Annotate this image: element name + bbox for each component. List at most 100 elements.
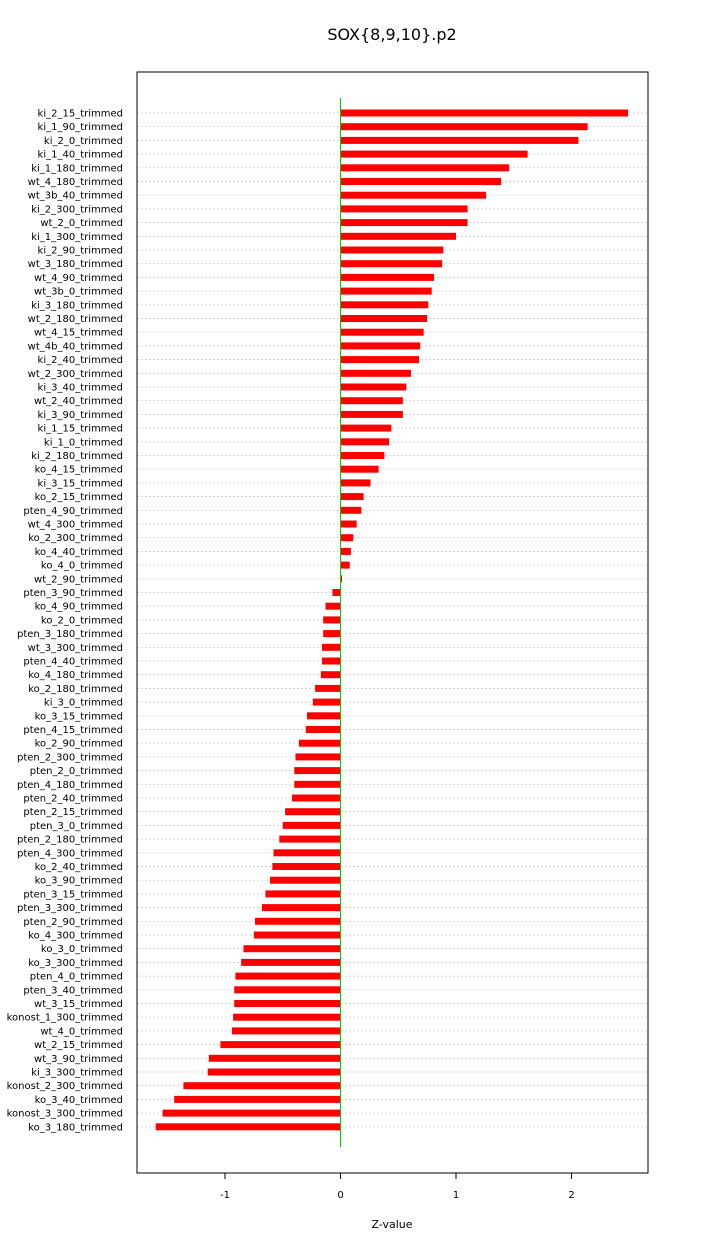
x-axis: -1 0 1 2 bbox=[220, 1173, 575, 1201]
bar bbox=[270, 876, 341, 884]
category-label: ko_4_0_trimmed bbox=[41, 561, 123, 572]
bar bbox=[207, 1068, 341, 1076]
category-label: ko_2_40_trimmed bbox=[35, 862, 123, 873]
plot-area bbox=[136, 71, 649, 1174]
bar bbox=[340, 356, 420, 364]
category-label: pten_4_180_trimmed bbox=[17, 780, 123, 791]
category-label: wt_4_15_trimmed bbox=[34, 328, 123, 339]
category-label: ki_3_0_trimmed bbox=[44, 698, 123, 709]
category-label: ko_3_90_trimmed bbox=[35, 876, 123, 887]
category-label: pten_2_0_trimmed bbox=[30, 766, 123, 777]
bar bbox=[340, 479, 371, 487]
category-label: ki_2_15_trimmed bbox=[38, 109, 123, 120]
bar bbox=[332, 589, 341, 596]
category-label: ki_2_0_trimmed bbox=[44, 136, 123, 147]
bar bbox=[315, 684, 341, 692]
bar bbox=[235, 972, 341, 980]
x-tick-label: -1 bbox=[220, 1190, 230, 1201]
bar bbox=[340, 246, 444, 254]
bar bbox=[261, 904, 341, 912]
bar bbox=[340, 452, 385, 459]
category-label: wt_4b_40_trimmed bbox=[28, 341, 123, 352]
category-label: pten_2_15_trimmed bbox=[23, 807, 123, 818]
bar bbox=[322, 657, 341, 665]
category-label: ki_3_90_trimmed bbox=[38, 410, 123, 421]
category-label: wt_4_300_trimmed bbox=[28, 520, 123, 531]
category-label: ko_2_0_trimmed bbox=[41, 615, 123, 626]
bar bbox=[323, 630, 341, 638]
bar bbox=[323, 616, 341, 624]
bar bbox=[234, 1000, 341, 1007]
bar bbox=[325, 602, 341, 610]
bar bbox=[295, 753, 341, 761]
bar bbox=[340, 328, 424, 336]
category-label: ki_2_180_trimmed bbox=[31, 451, 123, 462]
category-label: pten_3_0_trimmed bbox=[30, 821, 123, 832]
category-label: wt_2_300_trimmed bbox=[28, 369, 123, 380]
bar bbox=[312, 698, 341, 706]
bar bbox=[340, 315, 428, 322]
category-label: ki_1_300_trimmed bbox=[31, 232, 123, 243]
category-label: wt_2_180_trimmed bbox=[28, 314, 123, 325]
bar bbox=[340, 123, 588, 131]
x-tick-label: 0 bbox=[337, 1190, 343, 1201]
bar bbox=[340, 534, 354, 542]
bar bbox=[340, 506, 362, 514]
bar bbox=[340, 136, 579, 144]
bar bbox=[285, 808, 341, 816]
bar bbox=[294, 780, 341, 788]
bar bbox=[279, 835, 341, 843]
bar bbox=[340, 342, 421, 350]
category-label: pten_4_90_trimmed bbox=[23, 506, 123, 517]
category-label: pten_3_90_trimmed bbox=[23, 588, 123, 599]
category-label: wt_2_15_trimmed bbox=[34, 1040, 123, 1051]
bar bbox=[174, 1095, 341, 1103]
bar bbox=[231, 1027, 341, 1035]
category-label: wt_4_0_trimmed bbox=[40, 1026, 123, 1037]
bar bbox=[233, 1013, 341, 1021]
category-label: pten_2_90_trimmed bbox=[23, 917, 123, 928]
bar bbox=[340, 109, 629, 117]
category-label: wt_3_180_trimmed bbox=[28, 259, 123, 270]
bars bbox=[155, 109, 629, 1131]
category-label: ki_3_15_trimmed bbox=[38, 478, 123, 489]
category-label: ki_2_300_trimmed bbox=[31, 204, 123, 215]
bar bbox=[340, 164, 510, 172]
category-label: pten_3_300_trimmed bbox=[17, 903, 123, 914]
category-label: ko_4_300_trimmed bbox=[28, 931, 123, 942]
category-label: ki_3_180_trimmed bbox=[31, 300, 123, 311]
category-label: ko_2_300_trimmed bbox=[28, 533, 123, 544]
category-label: ki_1_180_trimmed bbox=[31, 163, 123, 174]
bar bbox=[294, 767, 341, 775]
bar bbox=[340, 150, 528, 158]
category-label: wt_2_90_trimmed bbox=[34, 574, 123, 585]
x-axis-title: Z-value bbox=[371, 1218, 412, 1231]
bar bbox=[340, 575, 342, 583]
bar bbox=[340, 410, 403, 418]
category-label: ki_2_40_trimmed bbox=[38, 355, 123, 366]
category-label: ki_2_90_trimmed bbox=[38, 246, 123, 257]
category-label: ko_4_90_trimmed bbox=[35, 602, 123, 613]
bar bbox=[340, 273, 435, 281]
category-label: wt_3b_40_trimmed bbox=[28, 191, 123, 202]
category-label: pten_4_40_trimmed bbox=[23, 657, 123, 668]
bar bbox=[243, 945, 341, 953]
bar bbox=[220, 1041, 341, 1049]
category-label: pten_2_180_trimmed bbox=[17, 835, 123, 846]
bar bbox=[340, 191, 487, 199]
bar bbox=[340, 493, 364, 501]
category-label: pten_3_15_trimmed bbox=[23, 889, 123, 900]
category-label: wt_4_90_trimmed bbox=[34, 273, 123, 284]
bar bbox=[253, 931, 341, 939]
category-label: pten_3_180_trimmed bbox=[17, 629, 123, 640]
bar bbox=[340, 178, 502, 185]
category-label: ko_3_180_trimmed bbox=[28, 1122, 123, 1133]
bar bbox=[241, 958, 341, 966]
category-label: wt_3_90_trimmed bbox=[34, 1054, 123, 1065]
bar bbox=[340, 219, 468, 227]
bar bbox=[265, 890, 341, 898]
x-tick-label: 1 bbox=[453, 1190, 459, 1201]
category-label: ko_3_40_trimmed bbox=[35, 1095, 123, 1106]
category-label: ko_4_40_trimmed bbox=[35, 547, 123, 558]
